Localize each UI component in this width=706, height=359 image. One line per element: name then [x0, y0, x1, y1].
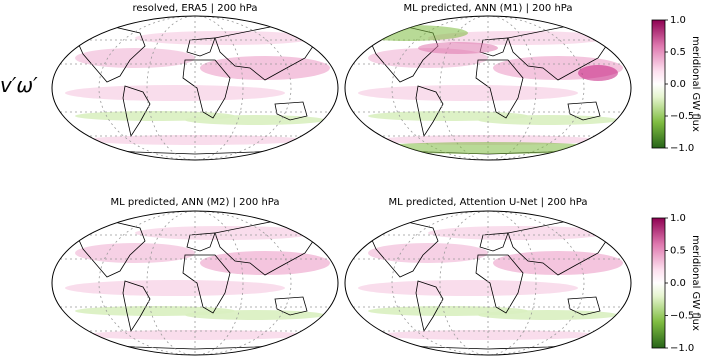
colorbar-tick-label: −1.0 — [670, 343, 694, 354]
panel-title: resolved, ERA5 | 200 hPa — [132, 3, 257, 14]
map — [45, 8, 345, 168]
panel-title: ML predicted, ANN (M2) | 200 hPa — [111, 197, 280, 208]
map — [338, 8, 638, 168]
colorbar-tick-label: −0.5 — [670, 111, 694, 122]
colorbar — [651, 19, 666, 149]
row-label: v′ω′ — [0, 73, 38, 97]
colorbar-tick-label: 1.0 — [670, 213, 686, 224]
colorbar — [651, 217, 666, 349]
colorbar-tick-label: 1.0 — [670, 15, 686, 26]
colorbar-label: meridional GW flux — [690, 36, 701, 132]
colorbar-label: meridional GW flux — [690, 235, 701, 331]
colorbar-tick-label: 0.5 — [670, 47, 686, 58]
colorbar-tick-label: 0.0 — [670, 278, 686, 289]
colorbar-tick-label: 0.0 — [670, 79, 686, 90]
map — [45, 203, 345, 359]
colorbars: −1.0 −0.5 0.0 0.5 1.0 meridional GW flux −1.0 −… — [651, 15, 701, 354]
colorbar-tick-label: −1.0 — [670, 143, 694, 154]
panel-title: ML predicted, Attention U-Net | 200 hPa — [388, 197, 587, 208]
colorbar-tick-label: 0.5 — [670, 246, 686, 257]
colorbar-tick-label: −0.5 — [670, 311, 694, 322]
panel-title: ML predicted, ANN (M1) | 200 hPa — [404, 3, 573, 14]
map — [338, 203, 638, 359]
